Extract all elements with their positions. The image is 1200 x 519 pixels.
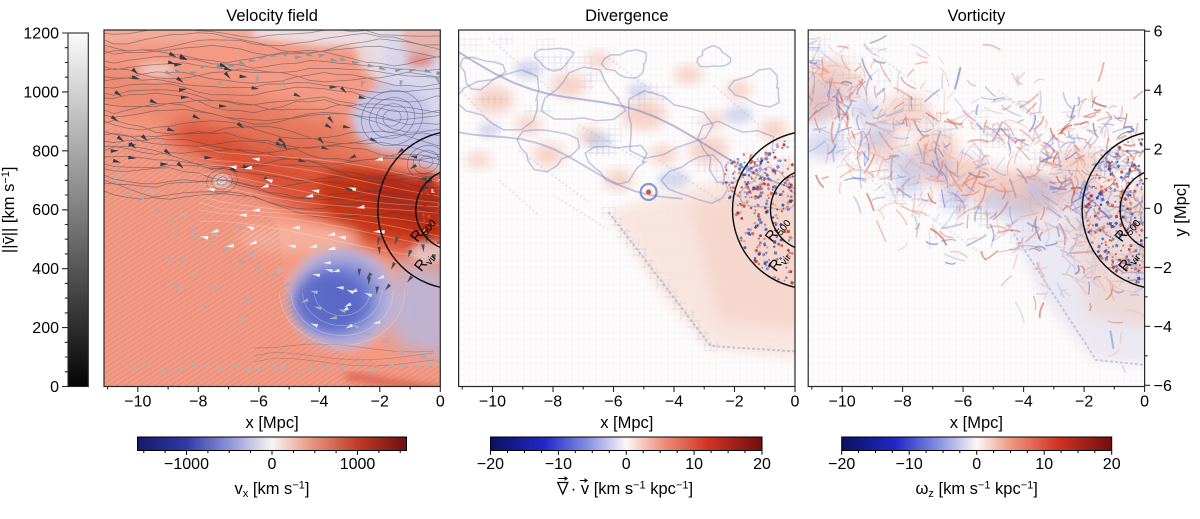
svg-text:−8: −8: [544, 394, 562, 411]
svg-text:−8: −8: [893, 394, 911, 411]
svg-text:−6: −6: [604, 394, 622, 411]
svg-text:0: 0: [622, 456, 631, 473]
svg-text:1200: 1200: [23, 26, 59, 43]
svg-text:−4: −4: [1014, 394, 1032, 411]
svg-text:10: 10: [1035, 456, 1053, 473]
svg-text:0: 0: [50, 379, 59, 396]
svg-text:−20: −20: [477, 456, 504, 473]
svg-text:200: 200: [32, 320, 59, 337]
svg-text:Velocity field: Velocity field: [226, 7, 318, 25]
svg-text:||v̄|| [km s−1]: ||v̄|| [km s−1]: [0, 167, 18, 254]
svg-text:y [Mpc]: y [Mpc]: [1172, 183, 1190, 236]
svg-text:−2: −2: [371, 394, 389, 411]
svg-text:ωz [km s−1 kpc−1]: ωz [km s−1 kpc−1]: [916, 480, 1038, 501]
svg-text:20: 20: [1103, 456, 1121, 473]
svg-text:0: 0: [1154, 201, 1163, 218]
svg-text:−20: −20: [828, 456, 855, 473]
svg-text:−8: −8: [189, 394, 207, 411]
svg-text:4: 4: [1154, 83, 1163, 100]
svg-text:−2: −2: [725, 394, 743, 411]
svg-text:· v [km s−1 kpc−1]: · v [km s−1 kpc−1]: [571, 480, 693, 499]
svg-text:−4: −4: [310, 394, 328, 411]
svg-text:1000: 1000: [23, 84, 59, 101]
svg-text:−1000: −1000: [164, 456, 209, 473]
svg-text:−10: −10: [896, 456, 923, 473]
svg-text:x [Mpc]: x [Mpc]: [600, 414, 653, 432]
svg-text:−4: −4: [1154, 319, 1172, 336]
svg-text:1000: 1000: [340, 456, 376, 473]
svg-text:20: 20: [753, 456, 771, 473]
svg-text:0: 0: [1140, 394, 1149, 411]
svg-text:0: 0: [268, 456, 277, 473]
svg-text:−10: −10: [479, 394, 506, 411]
svg-text:−2: −2: [1154, 260, 1172, 277]
svg-text:Vorticity: Vorticity: [948, 7, 1007, 25]
svg-text:x [Mpc]: x [Mpc]: [246, 414, 299, 432]
svg-text:−10: −10: [545, 456, 572, 473]
svg-text:0: 0: [436, 394, 445, 411]
svg-text:10: 10: [685, 456, 703, 473]
svg-text:0: 0: [791, 394, 800, 411]
svg-text:2: 2: [1154, 142, 1163, 159]
svg-text:−10: −10: [829, 394, 856, 411]
svg-text:Divergence: Divergence: [585, 7, 668, 25]
svg-text:vx [km s−1]: vx [km s−1]: [235, 480, 310, 501]
svg-text:800: 800: [32, 143, 59, 160]
svg-text:0: 0: [972, 456, 981, 473]
svg-text:−4: −4: [665, 394, 683, 411]
svg-text:x [Mpc]: x [Mpc]: [950, 414, 1003, 432]
svg-text:−10: −10: [124, 394, 151, 411]
svg-text:600: 600: [32, 202, 59, 219]
svg-text:−6: −6: [1154, 378, 1172, 395]
svg-text:−6: −6: [250, 394, 268, 411]
svg-text:6: 6: [1154, 24, 1163, 41]
svg-text:400: 400: [32, 261, 59, 278]
svg-text:−6: −6: [954, 394, 972, 411]
svg-text:−2: −2: [1075, 394, 1093, 411]
